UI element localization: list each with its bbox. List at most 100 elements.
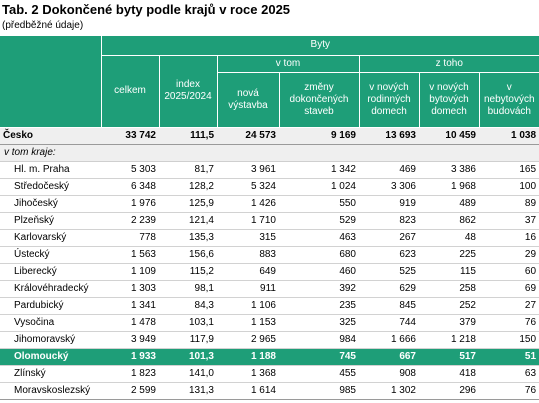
region-row: Liberecký 1 109 115,2 649 460 525 115 60 (0, 263, 539, 281)
cell-rodinne: 919 (359, 195, 419, 213)
cell-nova: 2 965 (217, 331, 279, 349)
cell-index: 81,7 (159, 161, 217, 179)
cell-rodinne: 525 (359, 263, 419, 281)
header-byty: Byty (100, 36, 539, 56)
cell-nova: 1 368 (217, 365, 279, 383)
cell-celkem: 33 742 (101, 126, 159, 145)
header-bytove-domy: v nových bytových domech (418, 72, 479, 128)
cell-zmeny: 9 169 (279, 126, 359, 145)
cell-nova: 1 106 (217, 297, 279, 315)
region-row: Pardubický 1 341 84,3 1 106 235 845 252 27 (0, 297, 539, 315)
cell-zmeny: 984 (279, 331, 359, 349)
cell-bytove: 115 (419, 263, 479, 281)
table-subtitle: (předběžné údaje) (2, 20, 84, 31)
region-name: Plzeňský (0, 212, 101, 230)
header-corner (0, 36, 101, 128)
cell-rodinne: 908 (359, 365, 419, 383)
housing-table: Byty celkem index 2025/2024 v tom z toho… (0, 36, 539, 400)
cell-rodinne: 667 (359, 348, 419, 366)
cell-index: 111,5 (159, 126, 217, 145)
cell-index: 125,9 (159, 195, 217, 213)
region-name: Zlínský (0, 365, 101, 383)
total-row: Česko 33 742 111,5 24 573 9 169 13 693 1… (0, 126, 539, 145)
region-row: Jihočeský 1 976 125,9 1 426 550 919 489 89 (0, 195, 539, 213)
cell-rodinne: 623 (359, 246, 419, 264)
cell-bytove: 517 (419, 348, 479, 366)
region-name: Středočeský (0, 178, 101, 196)
cell-celkem: 1 976 (101, 195, 159, 213)
region-row: Vysočina 1 478 103,1 1 153 325 744 379 76 (0, 314, 539, 332)
cell-bytove: 1 218 (419, 331, 479, 349)
header-index: index 2025/2024 (158, 55, 217, 128)
cell-index: 135,3 (159, 229, 217, 247)
cell-zmeny: 392 (279, 280, 359, 298)
cell-rodinne: 629 (359, 280, 419, 298)
cell-nova: 1 614 (217, 382, 279, 400)
cell-index: 117,9 (159, 331, 217, 349)
region-row: Středočeský 6 348 128,2 5 324 1 024 3 306 1 96… (0, 178, 539, 196)
region-name: Ústecký (0, 246, 101, 264)
header-z-toho: z toho (358, 55, 539, 73)
region-name: Olomoucký (0, 348, 101, 366)
cell-zmeny: 455 (279, 365, 359, 383)
cell-bytove: 418 (419, 365, 479, 383)
cell-nebytove: 29 (479, 246, 539, 264)
cell-bytove: 258 (419, 280, 479, 298)
region-row: Jihomoravský 3 949 117,9 2 965 984 1 666 1 218… (0, 331, 539, 349)
row-label: Česko (0, 126, 101, 145)
cell-zmeny: 235 (279, 297, 359, 315)
cell-zmeny: 985 (279, 382, 359, 400)
cell-bytove: 3 386 (419, 161, 479, 179)
cell-celkem: 1 303 (101, 280, 159, 298)
header-nebytove-budovy: v nebytových budovách (478, 72, 539, 128)
cell-nebytove: 60 (479, 263, 539, 281)
cell-zmeny: 1 024 (279, 178, 359, 196)
cell-index: 131,3 (159, 382, 217, 400)
cell-bytove: 48 (419, 229, 479, 247)
cell-index: 115,2 (159, 263, 217, 281)
cell-zmeny: 463 (279, 229, 359, 247)
cell-zmeny: 325 (279, 314, 359, 332)
cell-nebytove: 76 (479, 314, 539, 332)
header-v-tom: v tom (216, 55, 359, 73)
cell-rodinne: 845 (359, 297, 419, 315)
cell-nova: 911 (217, 280, 279, 298)
cell-celkem: 5 303 (101, 161, 159, 179)
cell-celkem: 1 341 (101, 297, 159, 315)
cell-rodinne: 13 693 (359, 126, 419, 145)
region-name: Jihomoravský (0, 331, 101, 349)
region-name: Karlovarský (0, 229, 101, 247)
cell-nova: 649 (217, 263, 279, 281)
cell-celkem: 778 (101, 229, 159, 247)
cell-celkem: 6 348 (101, 178, 159, 196)
cell-nebytove: 100 (479, 178, 539, 196)
cell-nebytove: 37 (479, 212, 539, 230)
cell-celkem: 1 563 (101, 246, 159, 264)
header-celkem: celkem (100, 55, 159, 128)
cell-rodinne: 823 (359, 212, 419, 230)
cell-bytove: 10 459 (419, 126, 479, 145)
region-row: Zlínský 1 823 141,0 1 368 455 908 418 63 (0, 365, 539, 383)
cell-celkem: 2 599 (101, 382, 159, 400)
cell-zmeny: 550 (279, 195, 359, 213)
region-name: Hl. m. Praha (0, 161, 101, 179)
cell-nebytove: 63 (479, 365, 539, 383)
cell-bytove: 225 (419, 246, 479, 264)
region-row: Karlovarský 778 135,3 315 463 267 48 16 (0, 229, 539, 247)
cell-rodinne: 1 666 (359, 331, 419, 349)
cell-nova: 315 (217, 229, 279, 247)
region-name: Jihočeský (0, 195, 101, 213)
cell-nova: 24 573 (217, 126, 279, 145)
region-row: Olomoucký 1 933 101,3 1 188 745 667 517 51 (0, 348, 539, 366)
region-name: Liberecký (0, 263, 101, 281)
cell-index: 84,3 (159, 297, 217, 315)
cell-zmeny: 1 342 (279, 161, 359, 179)
cell-index: 101,3 (159, 348, 217, 366)
cell-nebytove: 16 (479, 229, 539, 247)
cell-zmeny: 745 (279, 348, 359, 366)
cell-nebytove: 1 038 (479, 126, 539, 145)
header-row-1: Byty (0, 36, 539, 128)
cell-celkem: 2 239 (101, 212, 159, 230)
cell-celkem: 1 109 (101, 263, 159, 281)
cell-index: 121,4 (159, 212, 217, 230)
